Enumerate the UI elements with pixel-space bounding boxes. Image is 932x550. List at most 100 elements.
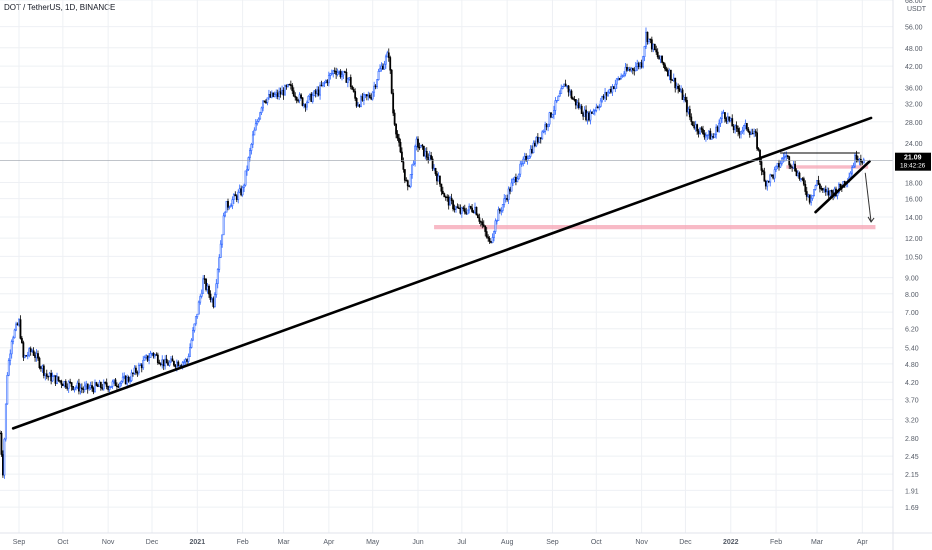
candle-down	[686, 99, 688, 113]
candle-up	[383, 63, 386, 70]
candle-up	[249, 150, 251, 158]
candle-up	[721, 112, 723, 119]
candle-down	[304, 104, 307, 108]
candle-down	[387, 52, 390, 58]
candle-up	[811, 195, 814, 199]
candle-up	[718, 122, 720, 132]
candle-up	[94, 382, 96, 393]
candle-up	[225, 201, 228, 213]
candle-down	[477, 214, 479, 219]
candle-down	[819, 184, 821, 189]
candle-up	[168, 361, 171, 366]
candle-up	[713, 133, 716, 138]
candle-up	[56, 376, 58, 384]
candle-down	[525, 156, 528, 161]
candle-up	[193, 323, 196, 331]
candle-up	[228, 206, 231, 208]
candle-down	[132, 372, 134, 375]
candle-up	[512, 179, 514, 184]
candle-up	[145, 355, 148, 358]
time-tick-label: Sep	[546, 539, 559, 546]
time-axis[interactable]: Sep Oct Nov Dec 2021 Feb Mar Apr May Jun Jul Aug Sep…	[0, 532, 932, 546]
candle-down	[738, 131, 741, 135]
candle-up	[386, 52, 389, 58]
candle-down	[690, 116, 693, 122]
candle-down	[640, 62, 643, 68]
candle-up	[211, 298, 213, 300]
candle-down	[294, 95, 297, 98]
candle-down	[361, 96, 364, 101]
candle-down	[135, 367, 137, 373]
candle-up	[79, 387, 82, 392]
candle-down	[72, 386, 74, 390]
candle-down	[751, 132, 754, 135]
candle-down	[291, 85, 294, 92]
candle-down	[656, 51, 659, 58]
candle-down	[101, 387, 104, 390]
candle-down	[95, 382, 98, 386]
candle-up	[636, 63, 639, 68]
candle-down	[69, 381, 72, 383]
candle-down	[406, 180, 409, 187]
candle-up	[357, 104, 359, 107]
candle-down	[374, 85, 377, 88]
candle-up	[528, 156, 530, 159]
candle-up	[813, 189, 815, 196]
candle-down	[728, 116, 731, 121]
candle-up	[384, 56, 387, 65]
candle-down	[358, 104, 361, 107]
candle-down	[459, 207, 462, 214]
candle-up	[253, 129, 256, 136]
candle-down	[649, 38, 652, 41]
candle-up	[142, 359, 145, 369]
candle-up	[123, 375, 126, 378]
price-tick-label: 4.20	[905, 380, 919, 387]
candle-down	[475, 206, 478, 216]
candle-up	[63, 381, 66, 387]
price-tick-label: 12.00	[905, 236, 923, 243]
candle-down	[32, 350, 35, 356]
candle-down	[712, 136, 715, 138]
candle-up	[363, 94, 365, 101]
candle-up	[257, 118, 260, 122]
candle-down	[700, 127, 703, 130]
price-tick-label: 5.40	[905, 346, 919, 353]
time-tick-label: Mar	[278, 539, 291, 546]
candle-down	[735, 125, 738, 129]
candle-up	[48, 372, 51, 377]
candle-up	[120, 381, 123, 384]
candle-up	[308, 93, 311, 97]
candle-down	[333, 70, 336, 72]
candle-up	[705, 135, 707, 138]
candle-up	[329, 73, 332, 76]
candle-down	[531, 148, 533, 153]
candle-up	[83, 385, 86, 391]
candle-up	[23, 355, 26, 358]
price-tick-label: 36.00	[905, 85, 923, 92]
time-tick-label: Feb	[237, 539, 249, 546]
candle-down	[791, 166, 794, 169]
candle-up	[516, 178, 519, 182]
candle-up	[547, 123, 549, 128]
candle-up	[675, 85, 678, 89]
candle-up	[699, 127, 701, 134]
candle-down	[427, 156, 430, 161]
candle-up	[504, 198, 507, 200]
candle-down	[66, 386, 69, 389]
price-axis[interactable]: 68.00 56.00 48.00 42.00 36.00 32.00 28.00 24.00…	[892, 0, 927, 550]
candle-up	[522, 158, 525, 164]
candle-up	[785, 155, 788, 157]
candle-down	[91, 385, 93, 389]
candle-down	[339, 71, 342, 78]
candle-up	[599, 100, 602, 107]
candle-down	[762, 170, 764, 173]
candle-up	[341, 74, 343, 78]
candle-up	[76, 382, 79, 388]
candle-up	[734, 125, 737, 131]
candle-down	[702, 129, 704, 134]
candle-down	[430, 155, 433, 160]
price-tick-label: 10.50	[905, 254, 923, 261]
candle-down	[234, 194, 237, 197]
price-tick-label: 16.00	[905, 197, 923, 204]
